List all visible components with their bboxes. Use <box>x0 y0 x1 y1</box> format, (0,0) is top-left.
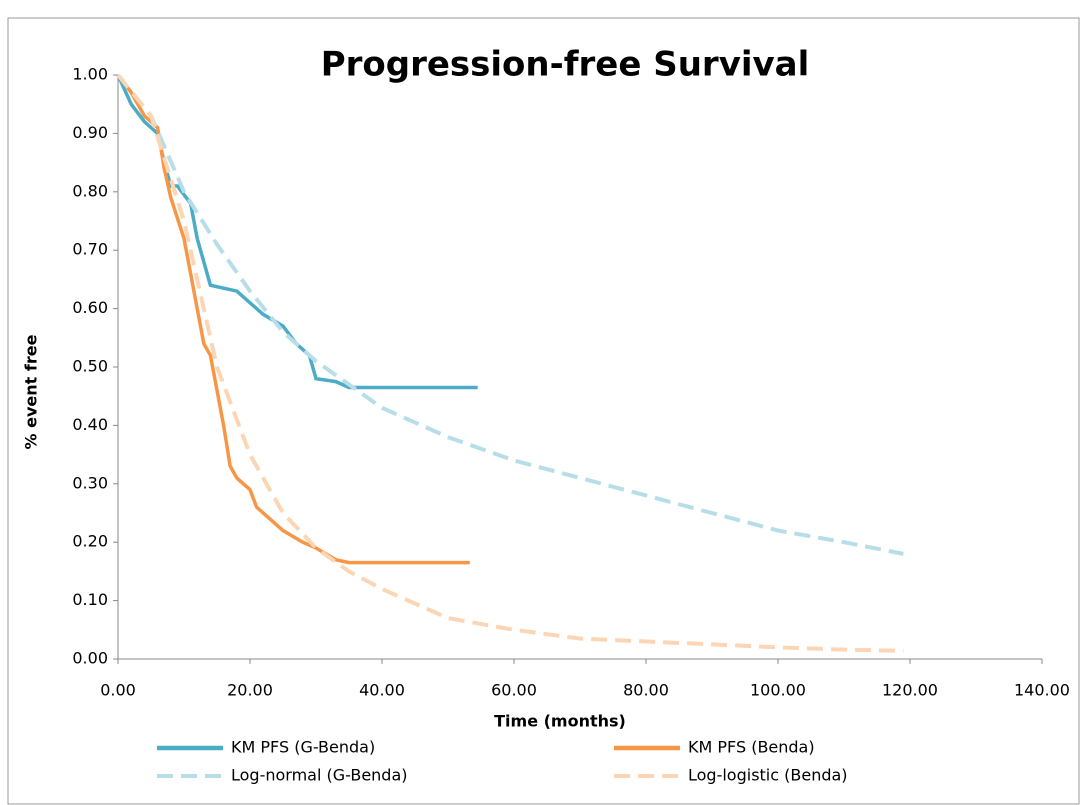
x-tick-label: 0.00 <box>100 681 136 700</box>
y-tick-label: 0.50 <box>72 357 108 376</box>
y-axis-label: % event free <box>22 334 41 449</box>
y-tick-label: 0.40 <box>72 415 108 434</box>
x-axis-label: Time (months) <box>494 712 626 731</box>
y-tick-label: 0.80 <box>72 181 108 200</box>
x-tick-label: 120.00 <box>882 681 938 700</box>
y-tick-label: 0.60 <box>72 298 108 317</box>
legend-label: Log-normal (G-Benda) <box>231 766 408 785</box>
x-tick-label: 140.00 <box>1014 681 1070 700</box>
chart-border <box>7 17 1080 805</box>
y-tick-label: 0.30 <box>72 473 108 492</box>
legend-label: KM PFS (G-Benda) <box>231 738 375 757</box>
y-tick-label: 1.00 <box>72 65 108 84</box>
x-tick-label: 80.00 <box>623 681 669 700</box>
y-tick-label: 0.20 <box>72 532 108 551</box>
y-tick-label: 0.90 <box>72 123 108 142</box>
x-tick-label: 20.00 <box>227 681 273 700</box>
chart-title: Progression-free Survival <box>321 45 810 85</box>
y-tick-label: 0.10 <box>72 590 108 609</box>
legend-label: KM PFS (Benda) <box>688 738 815 757</box>
series-line <box>116 73 470 565</box>
x-tick-label: 40.00 <box>359 681 405 700</box>
y-tick-label: 0.70 <box>72 240 108 259</box>
series-line <box>116 73 904 556</box>
x-tick-label: 100.00 <box>750 681 806 700</box>
y-tick-label: 0.00 <box>72 649 108 668</box>
legend-label: Log-logistic (Benda) <box>688 766 848 785</box>
x-tick-label: 60.00 <box>491 681 537 700</box>
